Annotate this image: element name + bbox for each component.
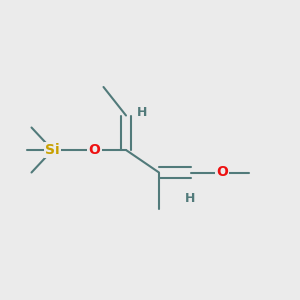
Text: O: O <box>216 166 228 179</box>
Text: H: H <box>137 106 148 119</box>
Text: H: H <box>185 191 196 205</box>
Text: Si: Si <box>45 143 60 157</box>
Text: O: O <box>88 143 101 157</box>
